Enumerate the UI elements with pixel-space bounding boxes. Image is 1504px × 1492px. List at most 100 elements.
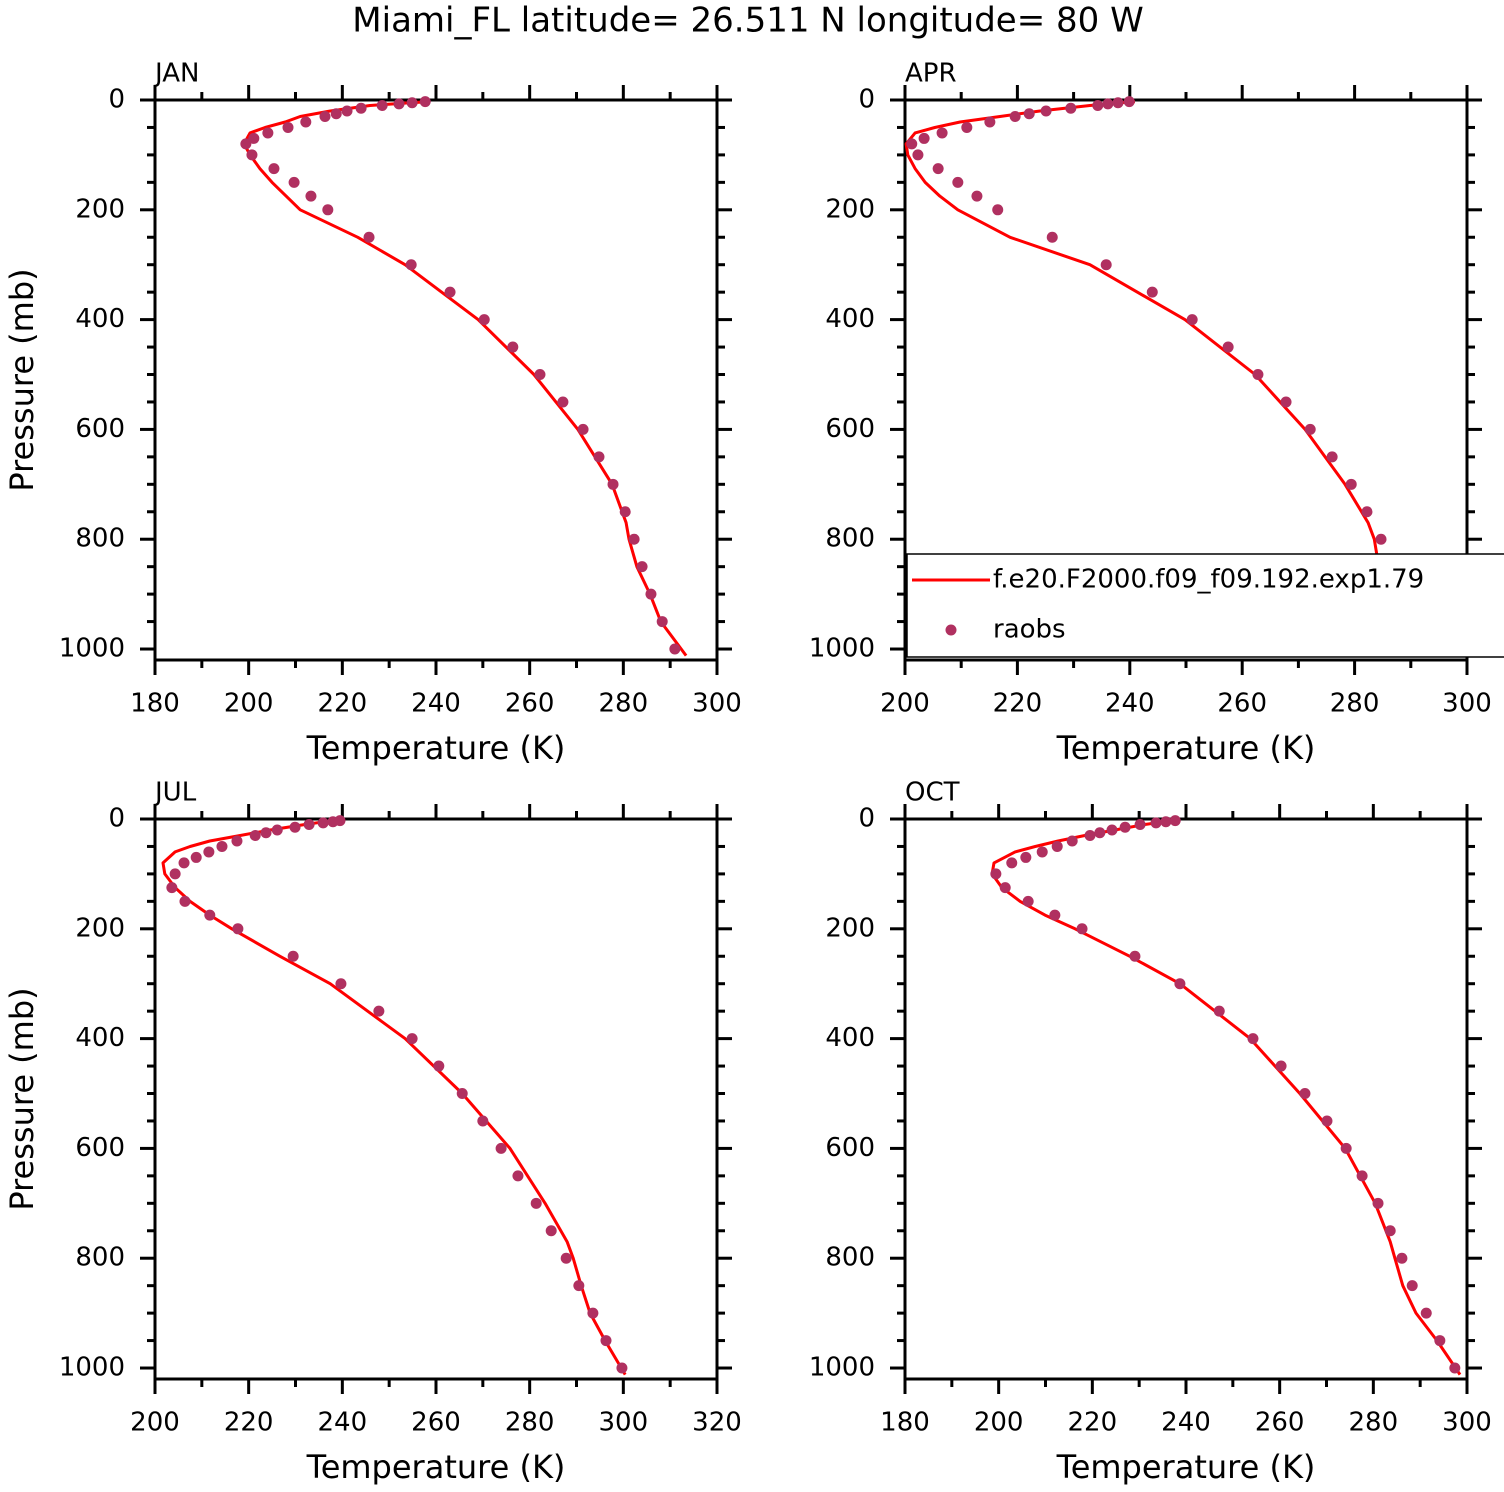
obs-point [1174,978,1186,990]
y-tick-label: 1000 [809,634,875,664]
x-tick-label: 240 [318,1408,368,1438]
plot-frame [903,817,1469,1381]
x-tick-label: 200 [880,689,930,719]
obs-point [1361,506,1373,518]
obs-point [645,588,657,600]
x-tick-label: 220 [318,689,368,719]
obs-point [373,1005,385,1017]
legend-label: raobs [993,615,1066,645]
obs-point [406,1033,418,1045]
panel-title: APR [905,59,957,89]
obs-point [936,127,948,139]
obs-point [1102,98,1114,110]
plot-frame [153,98,719,662]
x-tick-label: 180 [880,1408,930,1438]
obs-point [1065,102,1077,114]
obs-point [1022,895,1034,907]
obs-point [1129,950,1141,962]
obs-point [912,149,924,161]
obs-point [534,369,546,381]
x-tick-label: 280 [1349,1408,1399,1438]
obs-point [282,121,294,133]
obs-point [330,108,342,120]
obs-point [1134,818,1146,830]
obs-point [262,127,274,139]
obs-point [260,827,272,839]
y-tick-label: 0 [858,85,875,115]
y-tick-label: 800 [825,524,875,554]
y-tick-label: 400 [75,304,125,334]
obs-point [1375,533,1387,545]
x-tick-label: 300 [1442,1408,1492,1438]
x-tick-label: 280 [599,689,649,719]
x-tick-label: 240 [411,689,461,719]
panel-title: JAN [153,59,199,89]
obs-point [1326,451,1338,463]
y-tick-label: 800 [75,1243,125,1273]
obs-point [317,817,329,829]
obs-point [322,204,334,216]
x-tick-label: 240 [1161,1408,1211,1438]
y-tick-label: 200 [825,913,875,943]
obs-point [507,341,519,353]
y-tick-label: 0 [858,804,875,834]
y-tick-label: 400 [825,304,875,334]
obs-point [1372,1197,1384,1209]
x-tick-label: 260 [411,1408,461,1438]
obs-point [1051,840,1063,852]
obs-point [669,643,681,655]
profile-line [990,819,1462,1376]
profile-line [161,819,627,1376]
obs-point [971,190,983,202]
obs-point [1420,1307,1432,1319]
obs-point [1186,314,1198,326]
obs-point [1321,1115,1333,1127]
obs-point [335,978,347,990]
y-tick-label: 400 [75,1023,125,1053]
obs-point [999,882,1011,894]
obs-point [1020,851,1032,863]
obs-point [1169,815,1181,827]
obs-point [1119,821,1131,833]
y-tick-label: 600 [75,414,125,444]
x-axis-title: Temperature (K) [306,729,566,767]
obs-point [393,98,405,110]
obs-point [1304,423,1316,435]
obs-point [444,286,456,298]
obs-point [545,1225,557,1237]
y-tick-label: 600 [75,1133,125,1163]
obs-point [932,163,944,175]
obs-point [341,105,353,117]
obs-point [1006,857,1018,869]
obs-point [1396,1252,1408,1264]
x-tick-label: 280 [1330,689,1380,719]
obs-point [355,102,367,114]
x-tick-label: 260 [1255,1408,1305,1438]
y-tick-label: 200 [75,194,125,224]
obs-point [300,116,312,128]
obs-point [288,176,300,188]
obs-point [1247,1033,1259,1045]
obs-point [456,1088,468,1100]
obs-point [178,857,190,869]
x-tick-label: 180 [130,689,180,719]
x-tick-label: 300 [599,1408,649,1438]
obs-point [203,846,215,858]
obs-point [1106,824,1118,836]
obs-point [530,1197,542,1209]
y-tick-label: 1000 [809,1353,875,1383]
obs-point [478,314,490,326]
obs-point [305,190,317,202]
legend-label: f.e20.F2000.f09_f09.192.exp1.79 [993,565,1424,595]
obs-point [1299,1088,1311,1100]
x-tick-label: 220 [993,689,1043,719]
obs-point [607,478,619,490]
obs-point [419,96,431,108]
obs-point [433,1060,445,1072]
obs-point [593,451,605,463]
x-tick-label: 220 [1068,1408,1118,1438]
obs-point [990,868,1002,880]
obs-point [231,835,243,847]
obs-point [495,1142,507,1154]
obs-point [169,868,181,880]
